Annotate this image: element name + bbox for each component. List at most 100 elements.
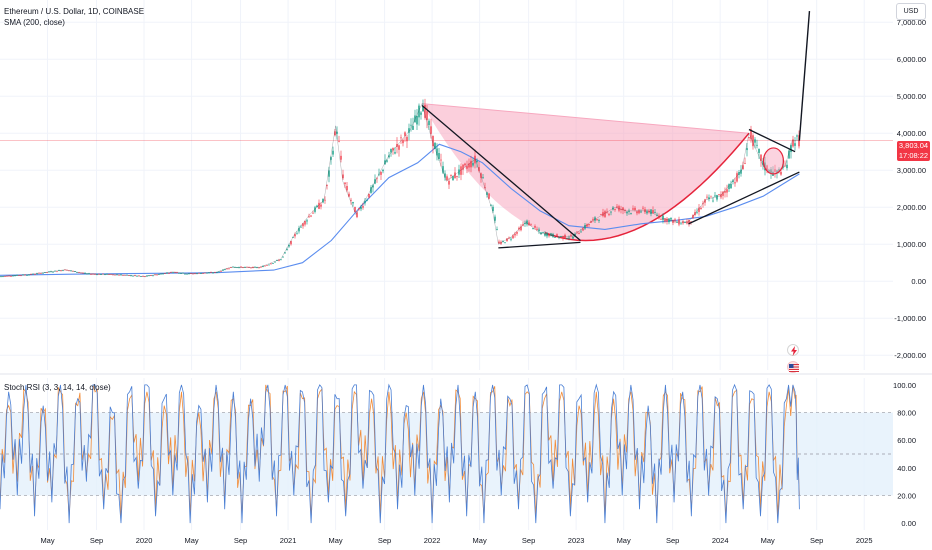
- time-tick-label: May: [184, 536, 198, 545]
- currency-button[interactable]: USD: [896, 3, 926, 20]
- candle-body: [502, 241, 504, 242]
- candle-body: [282, 256, 284, 258]
- candle-body: [786, 164, 788, 169]
- candle-body: [526, 220, 528, 225]
- stoch-k-line: [0, 383, 800, 524]
- candle-body: [484, 187, 486, 188]
- candle-body: [562, 235, 564, 239]
- cup-fill-area: [422, 103, 749, 241]
- candle-body: [174, 271, 176, 273]
- price-tick-label: 4,000.00: [897, 129, 926, 138]
- candle-body: [98, 273, 100, 275]
- candle-body: [564, 234, 566, 239]
- candle-body: [118, 274, 120, 276]
- candle-body: [568, 237, 570, 239]
- candle-body: [454, 172, 456, 178]
- candle-body: [336, 131, 338, 134]
- candle-body: [684, 222, 686, 224]
- candle-body: [372, 185, 374, 188]
- candle-body: [402, 140, 404, 144]
- candle-body: [364, 201, 366, 204]
- candle-body: [630, 213, 632, 214]
- candle-body: [176, 272, 178, 274]
- stoch-legend[interactable]: Stoch RSI (3, 3, 14, 14, close): [4, 383, 111, 392]
- candle-body: [736, 173, 738, 182]
- candle-body: [318, 202, 320, 209]
- candle-body: [426, 111, 428, 121]
- candle-body: [164, 273, 166, 274]
- handle-marker: [762, 147, 785, 175]
- candle-body: [316, 205, 318, 208]
- candle-body: [206, 272, 208, 274]
- candle-body: [286, 249, 288, 250]
- candle-body: [14, 275, 16, 277]
- candle-body: [288, 244, 290, 247]
- candle-body: [104, 274, 106, 275]
- price-axis[interactable]: -2,000.00 -1,000.00 0.00 1,000.00 2,000.00 3,…: [894, 18, 926, 360]
- candle-body: [88, 273, 90, 275]
- trendline: [498, 241, 581, 249]
- time-tick-label: May: [617, 536, 631, 545]
- candle-body: [56, 271, 58, 273]
- candle-body: [32, 273, 34, 275]
- candle-body: [232, 266, 234, 268]
- candle-body: [530, 223, 532, 225]
- candle-body: [524, 223, 526, 224]
- candle-body: [460, 166, 462, 175]
- candle-body: [160, 273, 162, 275]
- symbol-title[interactable]: Ethereum / U.S. Dollar, 1D, COINBASE: [4, 7, 145, 16]
- candle-body: [186, 273, 188, 275]
- candle-body: [328, 170, 330, 177]
- candle-body: [510, 238, 512, 240]
- candle-body: [636, 211, 638, 214]
- candle-body: [710, 196, 712, 198]
- candle-body: [674, 219, 676, 221]
- candle-body: [672, 219, 674, 223]
- candle-body: [752, 135, 754, 147]
- candle-body: [656, 214, 658, 216]
- candle-body: [240, 266, 242, 268]
- candle-body: [322, 198, 324, 203]
- candle-body: [666, 218, 668, 222]
- candle-body: [520, 226, 522, 231]
- candle-body: [44, 272, 46, 273]
- flash-icon[interactable]: [787, 344, 799, 356]
- candle-body: [226, 268, 228, 270]
- candle-body: [600, 214, 602, 215]
- candle-body: [64, 269, 66, 271]
- candle-body: [216, 271, 218, 273]
- candle-body: [214, 272, 216, 273]
- time-tick-label: 2020: [136, 536, 153, 545]
- candle-body: [760, 154, 762, 162]
- candle-body: [156, 274, 158, 276]
- candle-body: [570, 234, 572, 236]
- candle-body: [396, 144, 398, 147]
- candle-body: [52, 271, 54, 273]
- candle-body: [536, 229, 538, 231]
- stoch-axis[interactable]: 0.00 20.00 40.00 60.00 80.00 100.00: [893, 381, 916, 528]
- main-pane-grid: [0, 0, 932, 375]
- candle-body: [78, 272, 80, 274]
- candle-body: [194, 273, 196, 275]
- candle-body: [238, 267, 240, 268]
- candle-body: [34, 274, 36, 275]
- candle-body: [378, 173, 380, 175]
- candle-body: [670, 217, 672, 220]
- candle-body: [514, 233, 516, 236]
- sma-legend[interactable]: SMA (200, close): [4, 18, 65, 27]
- candle-body: [506, 238, 508, 242]
- candle-body: [62, 270, 64, 272]
- price-tick-label: -1,000.00: [894, 314, 926, 323]
- candle-body: [220, 271, 222, 272]
- candle-body: [234, 267, 236, 268]
- candle-body: [742, 165, 744, 170]
- time-axis[interactable]: May Sep 2020 May Sep 2021 May Sep 2022 May Sep 2023…: [40, 536, 872, 545]
- candle-body: [594, 217, 596, 221]
- candle-body: [50, 271, 52, 273]
- cup-curve: [544, 132, 750, 242]
- flag-icon[interactable]: [787, 361, 799, 373]
- candle-body: [308, 216, 310, 218]
- candle-body: [302, 223, 304, 227]
- candle-body: [22, 274, 24, 276]
- candle-body: [588, 224, 590, 226]
